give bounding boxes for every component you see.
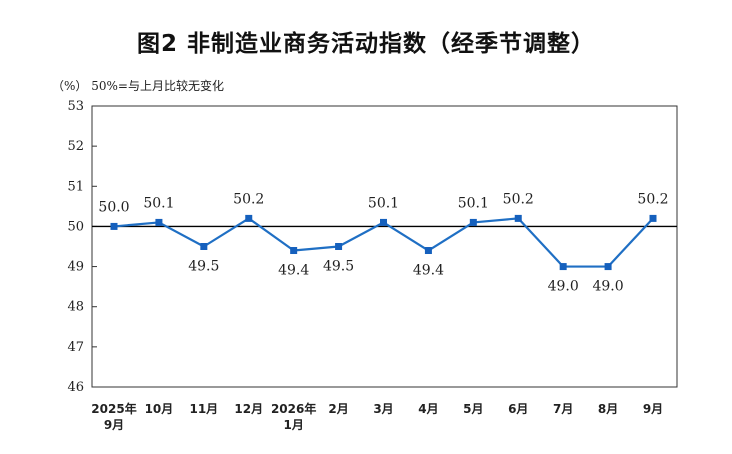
data-label: 49.4 [413,263,444,279]
y-tick-label: 49 [67,260,84,275]
data-point [469,218,477,226]
y-tick-label: 53 [67,99,84,114]
plot-frame [91,105,678,388]
x-tick-label: 3月 [373,402,393,416]
data-point [200,243,208,250]
x-tick-label: 4月 [418,402,438,416]
data-label: 50.2 [233,191,264,207]
y-tick-label: 50 [67,219,84,234]
data-label: 49.0 [592,279,623,295]
x-tick-label: 9月 [104,418,124,432]
data-point [604,263,612,271]
data-label: 49.5 [323,259,354,275]
data-label: 49.4 [278,263,309,279]
unit-note: （%） 50%=与上月比较无变化 [52,79,224,93]
data-label: 50.1 [368,195,399,211]
data-point [335,243,343,250]
data-label: 49.0 [548,279,579,295]
x-tick-label: 12月 [234,402,263,416]
data-point [155,218,163,226]
data-label: 50.1 [143,195,174,211]
data-label: 50.2 [637,191,668,207]
chart-title: 图2 非制造业商务活动指数（经季节调整） [136,31,595,57]
x-tick-label: 5月 [463,402,483,416]
x-tick-label: 9月 [643,402,663,416]
data-point [380,218,387,226]
data-point [245,214,253,222]
y-tick-label: 51 [67,179,84,194]
data-point [424,247,432,255]
x-tick-label: 8月 [598,402,618,416]
x-tick-label: 10月 [145,402,174,416]
data-label: 50.0 [98,199,129,215]
x-tick-label: 2026年 [271,401,316,416]
data-label: 49.5 [188,259,219,275]
data-point [514,214,522,222]
x-tick-label: 7月 [553,402,573,416]
data-point [559,263,567,271]
y-tick-label: 52 [67,139,84,154]
x-tick-label: 11月 [189,402,218,416]
data-label: 50.1 [458,195,489,211]
x-tick-label: 2025年 [91,401,136,416]
x-tick-label: 2月 [328,402,348,416]
x-tick-label: 1月 [283,418,303,432]
data-point [110,222,118,230]
y-tick-label: 46 [67,380,84,395]
x-tick-label: 6月 [508,402,528,416]
data-point [290,247,298,255]
y-tick-label: 47 [67,340,84,355]
y-tick-label: 48 [67,300,84,315]
data-point [649,214,657,222]
data-label: 50.2 [503,191,534,207]
